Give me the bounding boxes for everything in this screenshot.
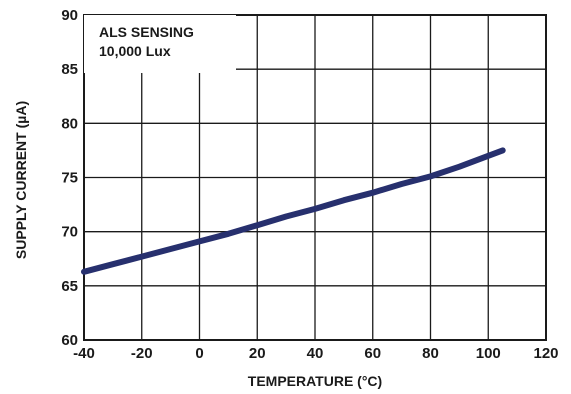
- x-tick-label: 120: [533, 345, 558, 362]
- y-tick-label: 90: [61, 7, 78, 24]
- x-tick-label: 60: [364, 345, 381, 362]
- x-tick-label: 20: [249, 345, 266, 362]
- y-tick-label: 60: [61, 332, 78, 349]
- plot-frame: [83, 14, 547, 341]
- x-axis-title: TEMPERATURE (°C): [248, 373, 382, 389]
- annotation-line-1: ALS SENSING: [99, 24, 194, 40]
- y-axis-title: SUPPLY CURRENT (µA): [13, 101, 29, 259]
- y-axis-ticks: 60 65 70 75 80 85 90: [61, 7, 78, 349]
- annotation-box: [84, 15, 236, 73]
- x-axis-ticks: -40 -20 0 20 40 60 80 100 120: [73, 345, 558, 362]
- y-tick-label: 65: [61, 278, 78, 295]
- y-tick-label: 70: [61, 224, 78, 241]
- x-tick-label: 80: [422, 345, 439, 362]
- x-tick-label: 40: [307, 345, 324, 362]
- series-line: [81, 147, 506, 275]
- annotation-line-2: 10,000 Lux: [99, 43, 171, 59]
- x-tick-label: -20: [131, 345, 153, 362]
- y-tick-label: 80: [61, 115, 78, 132]
- x-tick-label: 0: [195, 345, 203, 362]
- x-tick-label: -40: [73, 345, 95, 362]
- x-tick-label: 100: [476, 345, 501, 362]
- y-tick-label: 75: [61, 170, 78, 187]
- y-tick-label: 85: [61, 61, 78, 78]
